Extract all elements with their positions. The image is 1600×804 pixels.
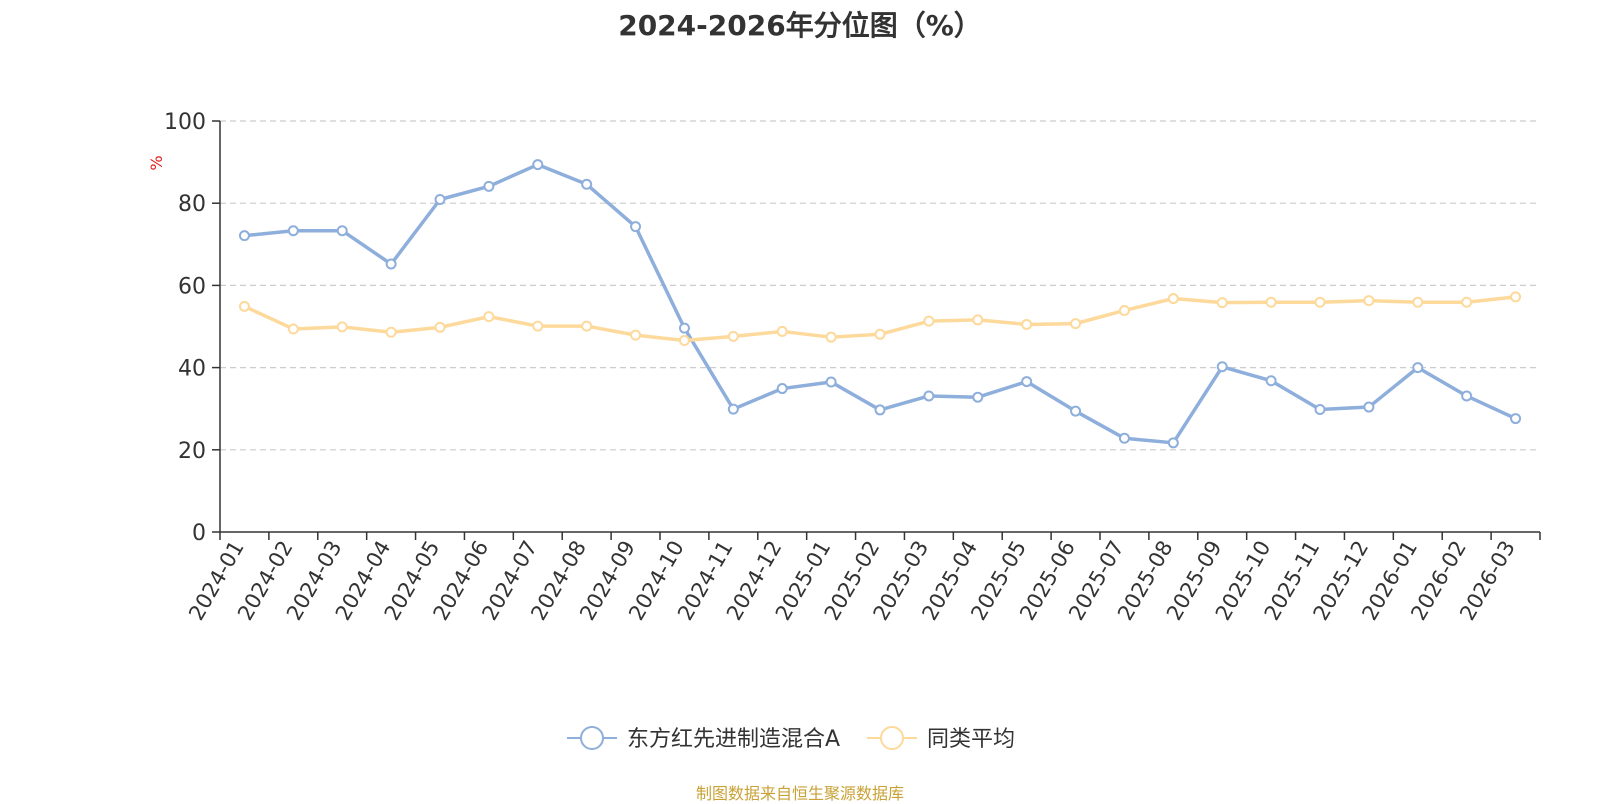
data-point bbox=[1021, 318, 1033, 330]
data-point bbox=[1167, 437, 1179, 449]
data-point bbox=[1363, 401, 1375, 413]
data-point bbox=[532, 159, 544, 171]
data-point bbox=[1314, 296, 1326, 308]
data-point bbox=[1510, 413, 1522, 425]
y-tick-label: 60 bbox=[178, 274, 206, 299]
data-point bbox=[1021, 376, 1033, 388]
data-point bbox=[678, 334, 690, 346]
data-point bbox=[532, 320, 544, 332]
data-point bbox=[1461, 296, 1473, 308]
data-point bbox=[483, 311, 495, 323]
data-point bbox=[1510, 291, 1522, 303]
data-point bbox=[483, 180, 495, 192]
legend-marker-0 bbox=[580, 726, 604, 750]
data-point bbox=[1265, 375, 1277, 387]
source-note: 制图数据来自恒生聚源数据库 bbox=[695, 784, 904, 803]
data-point bbox=[630, 221, 642, 233]
data-point bbox=[238, 230, 250, 242]
y-tick-label: 20 bbox=[178, 439, 206, 464]
data-point bbox=[287, 225, 299, 237]
data-point bbox=[287, 323, 299, 335]
data-point bbox=[630, 329, 642, 341]
grid-lines bbox=[220, 120, 1540, 451]
data-point bbox=[874, 328, 886, 340]
data-point bbox=[238, 300, 250, 312]
data-point bbox=[336, 321, 348, 333]
data-point bbox=[972, 391, 984, 403]
data-point bbox=[1265, 296, 1277, 308]
legend-label-1: 同类平均 bbox=[927, 727, 1015, 752]
data-point bbox=[385, 326, 397, 338]
data-point bbox=[776, 325, 788, 337]
data-point bbox=[1118, 304, 1130, 316]
data-point bbox=[581, 320, 593, 332]
data-point bbox=[581, 178, 593, 190]
data-point bbox=[923, 315, 935, 327]
data-point bbox=[434, 321, 446, 333]
legend-label-0: 东方红先进制造混合A bbox=[627, 727, 840, 752]
data-point bbox=[727, 403, 739, 415]
data-point bbox=[874, 404, 886, 416]
data-point bbox=[1216, 297, 1228, 309]
chart-title: 2024-2026年分位图（%） bbox=[618, 9, 982, 42]
data-point bbox=[1363, 295, 1375, 307]
y-axis-label: % bbox=[147, 155, 166, 170]
data-point bbox=[385, 258, 397, 270]
data-point bbox=[434, 194, 446, 206]
data-point bbox=[825, 331, 837, 343]
legend-marker-1 bbox=[880, 726, 904, 750]
data-point bbox=[336, 225, 348, 237]
legend: 东方红先进制造混合A 同类平均 bbox=[567, 726, 1015, 752]
y-tick-label: 40 bbox=[178, 357, 206, 382]
data-point bbox=[1070, 318, 1082, 330]
data-point bbox=[1314, 404, 1326, 416]
data-point bbox=[1412, 362, 1424, 374]
y-tick-label: 100 bbox=[164, 110, 206, 135]
data-point bbox=[1216, 361, 1228, 373]
data-point bbox=[1070, 405, 1082, 417]
data-point bbox=[678, 322, 690, 334]
data-point bbox=[727, 330, 739, 342]
data-point bbox=[923, 390, 935, 402]
data-point bbox=[1412, 296, 1424, 308]
data-point bbox=[1118, 432, 1130, 444]
data-point bbox=[825, 376, 837, 388]
y-tick-label: 0 bbox=[192, 521, 206, 546]
series-layer bbox=[238, 159, 1522, 449]
data-point bbox=[1461, 390, 1473, 402]
data-point bbox=[776, 383, 788, 395]
data-point bbox=[972, 314, 984, 326]
y-tick-label: 80 bbox=[178, 192, 206, 217]
data-point bbox=[1167, 293, 1179, 305]
